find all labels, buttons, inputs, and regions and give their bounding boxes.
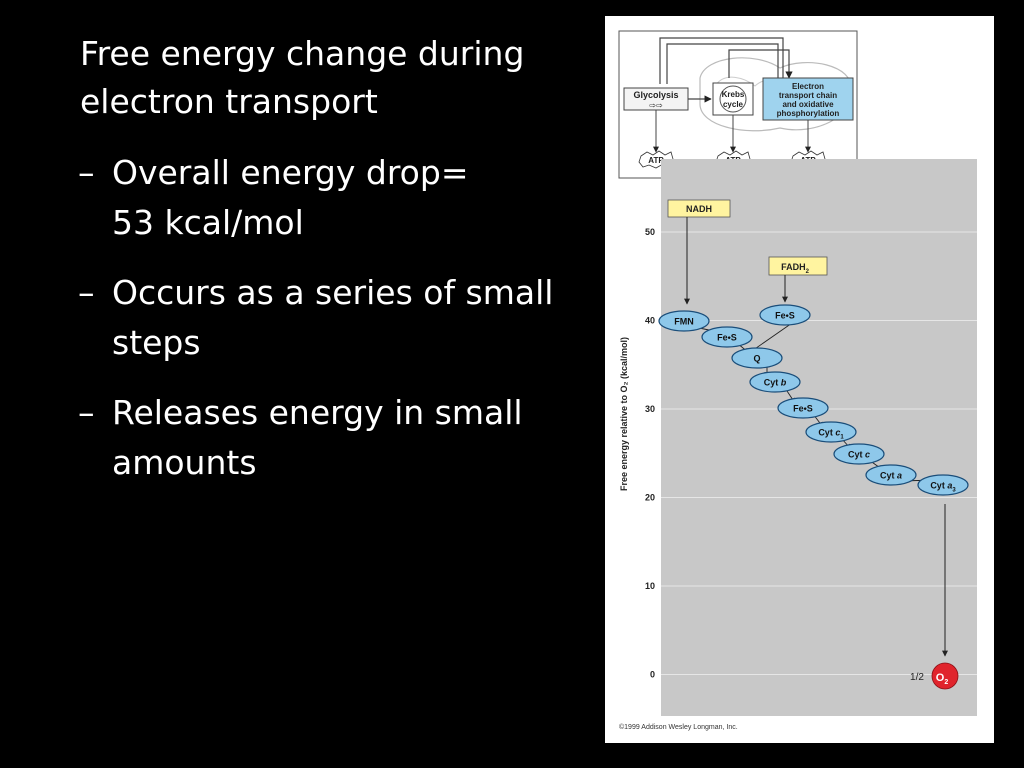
carrier-ellipse [749,371,801,393]
fadh2-label: FADH2 [781,262,810,275]
y-tick-label: 50 [645,227,655,237]
o2-half-label: 1/2 [910,672,924,683]
krebs-label-line-2: cycle [723,100,744,109]
carrier-label: Cyt c1 [818,428,844,441]
bullet-line-1: Overall energy drop= [112,153,469,192]
slide-text-area: Free energy change during electron trans… [78,30,553,488]
title-line-2: electron transport [80,82,378,121]
carrier-chain: FMN Fe•S Fe•S Q Cyt b Fe•S Cyt c1 Cyt c Cyt a Cyt… [658,304,969,496]
krebs-box [712,82,754,116]
carrier-label: Cyt b [764,378,787,388]
atp-label: ATP [648,156,664,165]
bullet-releases-energy: – Releases energy in small amounts [78,388,523,488]
carrier-label: Cyt c [848,450,870,460]
carrier-4: Q [731,347,783,369]
y-axis-ticks: 50 40 30 20 10 0 [645,227,655,680]
copyright-text: ©1999 Addison Wesley Longman, Inc. [619,723,738,731]
y-tick-label: 40 [645,316,655,326]
bullet-series-of-steps: – Occurs as a series of small steps [78,268,553,368]
carrier-3: Fe•S [759,304,811,326]
carrier-ellipse [658,310,710,332]
etc-label-line-3: and oxidative [782,100,834,109]
electron-carrier-route-1-b [666,43,779,84]
slide-title: Free energy change during electron trans… [80,30,524,126]
carrier-ellipse [917,474,969,496]
bullet-dash: – [78,393,95,432]
carrier-ellipse [731,347,783,369]
etc-label-line-2: transport chain [779,91,837,100]
nadh-label: NADH [686,204,712,214]
carrier-ellipse [759,304,811,326]
y-tick-label: 20 [645,493,655,503]
y-axis-label: Free energy relative to O₂ (kcal/mol) [619,337,629,491]
figure-svg: Glycolysis ⇨⇨ Krebs cycle Electron trans… [618,30,977,731]
title-line-1: Free energy change during [80,34,525,73]
electron-carrier-route-1 [659,37,784,84]
glycolysis-label: Glycolysis [633,90,678,100]
carrier-label: Q [753,354,760,364]
bullet-dash: – [78,153,95,192]
carrier-ellipse [805,421,857,443]
nadh-box [667,199,731,218]
carrier-label: Fe•S [775,311,795,321]
y-tick-label: 30 [645,404,655,414]
carrier-ellipse [865,464,917,486]
carrier-2: Fe•S [701,326,753,348]
carrier-6: Fe•S [777,397,829,419]
fadh2-box [768,256,828,276]
bullet-line-2: steps [112,323,201,362]
carrier-label: FMN [674,317,694,327]
carrier-label: Cyt a3 [930,481,956,494]
carrier-ellipse [833,443,885,465]
carrier-ellipse [701,326,753,348]
electron-carrier-route-2 [728,49,793,79]
krebs-cycle-icon [719,85,747,113]
carrier-1: FMN [658,310,710,332]
y-tick-label: 0 [650,670,655,680]
bullet-dash: – [78,273,95,312]
carrier-label: Fe•S [717,333,737,343]
respiration-overview: Glycolysis ⇨⇨ Krebs cycle Electron trans… [618,30,858,179]
bullet-line-2: amounts [112,443,257,482]
carrier-9: Cyt a [865,464,917,486]
carrier-5: Cyt b [749,371,801,393]
carrier-ellipse [777,397,829,419]
carrier-label: Fe•S [793,404,813,414]
etc-label-line-1: Electron [792,82,824,91]
bullet-line-1: Occurs as a series of small [112,273,554,312]
o2-label: O2 [936,672,949,686]
electron-transport-figure: Glycolysis ⇨⇨ Krebs cycle Electron trans… [605,16,994,743]
glycolysis-arrow-icon: ⇨⇨ [649,101,663,110]
carrier-7: Cyt c1 [805,421,857,443]
etc-box [762,77,854,121]
krebs-label-line-1: Krebs [722,90,745,99]
carrier-10: Cyt a3 [917,474,969,496]
bullet-line-1: Releases energy in small [112,393,523,432]
bullet-energy-drop: – Overall energy drop= 53 kcal/mol [78,148,468,248]
carrier-8: Cyt c [833,443,885,465]
carrier-label: Cyt a [880,471,902,481]
o2-circle [931,662,959,690]
bullet-line-2: 53 kcal/mol [112,203,304,242]
etc-label-line-4: phosphorylation [777,109,840,118]
y-tick-label: 10 [645,581,655,591]
